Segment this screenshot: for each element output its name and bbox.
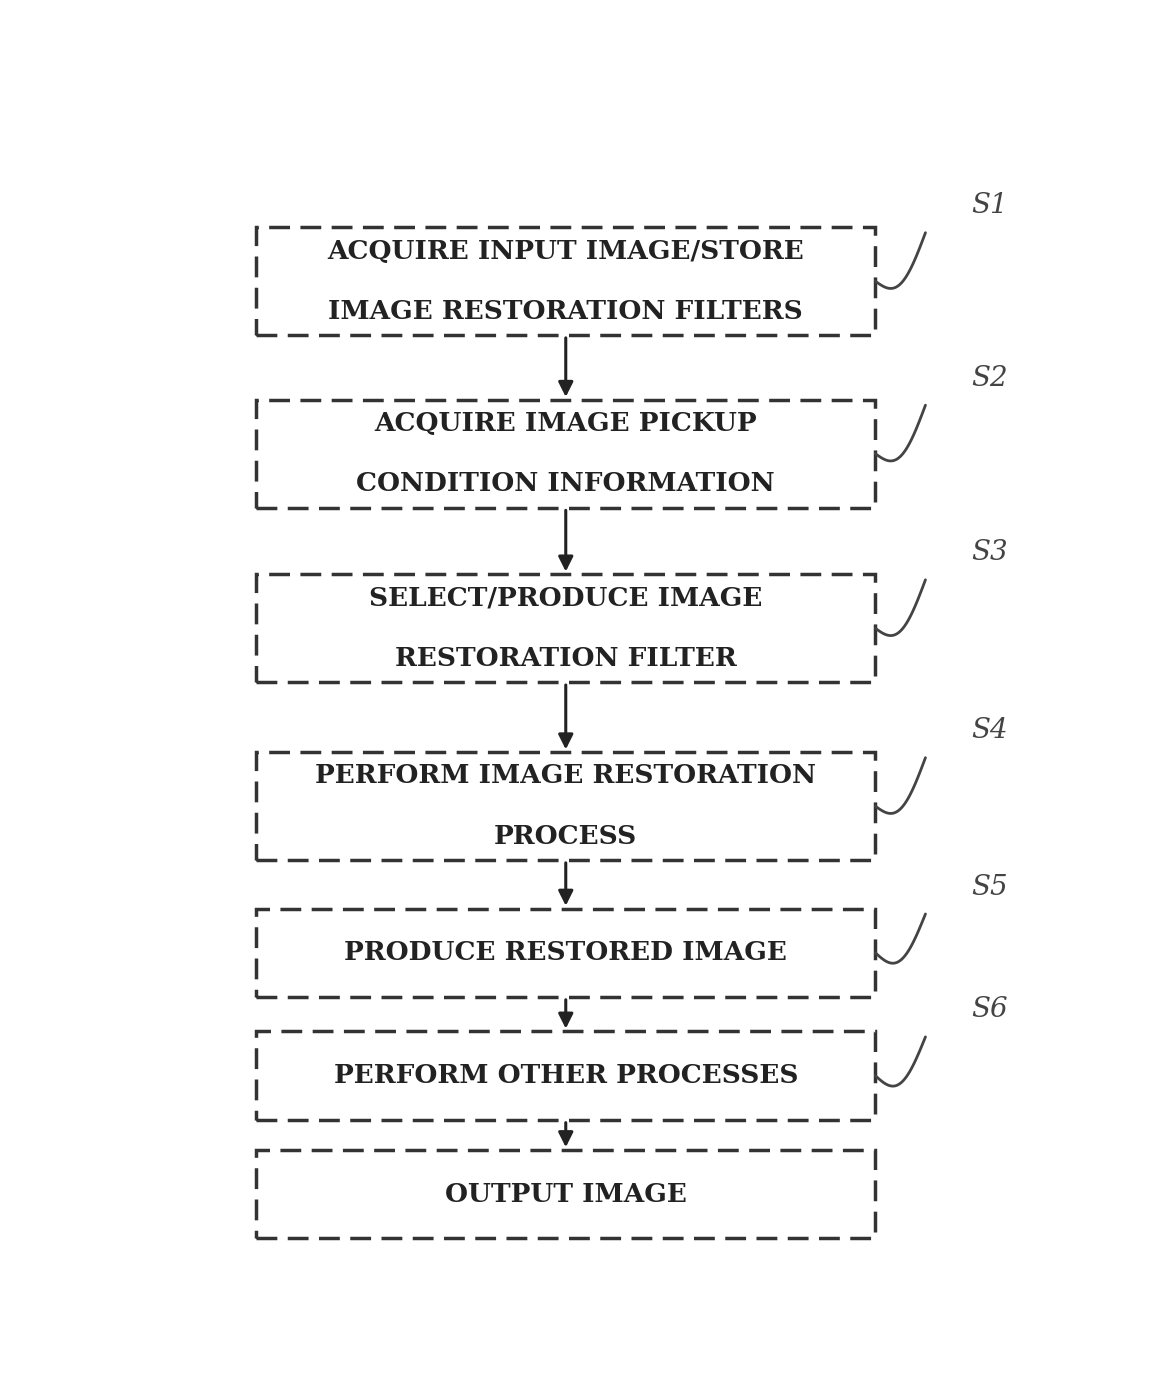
Text: S6: S6 [971,997,1008,1023]
Text: ACQUIRE INPUT IMAGE/STORE: ACQUIRE INPUT IMAGE/STORE [328,238,804,263]
Text: ACQUIRE IMAGE PICKUP: ACQUIRE IMAGE PICKUP [375,412,757,435]
Bar [256,909,875,997]
Text: S1: S1 [971,192,1008,220]
Bar [256,1032,875,1120]
Text: IMAGE RESTORATION FILTERS: IMAGE RESTORATION FILTERS [328,298,804,323]
Bar [256,752,875,860]
Text: PROCESS: PROCESS [495,823,637,848]
Text: PRODUCE RESTORED IMAGE: PRODUCE RESTORED IMAGE [344,941,787,965]
Text: S5: S5 [971,874,1008,900]
Bar [256,400,875,508]
Text: S4: S4 [971,717,1008,745]
Bar [256,1149,875,1239]
Text: SELECT/PRODUCE IMAGE: SELECT/PRODUCE IMAGE [369,585,763,610]
Text: S2: S2 [971,365,1008,392]
Text: PERFORM IMAGE RESTORATION: PERFORM IMAGE RESTORATION [315,763,817,788]
Text: RESTORATION FILTER: RESTORATION FILTER [395,645,737,671]
Text: OUTPUT IMAGE: OUTPUT IMAGE [445,1182,686,1207]
Text: PERFORM OTHER PROCESSES: PERFORM OTHER PROCESSES [334,1063,798,1088]
Text: S3: S3 [971,539,1008,567]
Bar [256,227,875,335]
Text: CONDITION INFORMATION: CONDITION INFORMATION [356,472,776,497]
Bar [256,574,875,682]
